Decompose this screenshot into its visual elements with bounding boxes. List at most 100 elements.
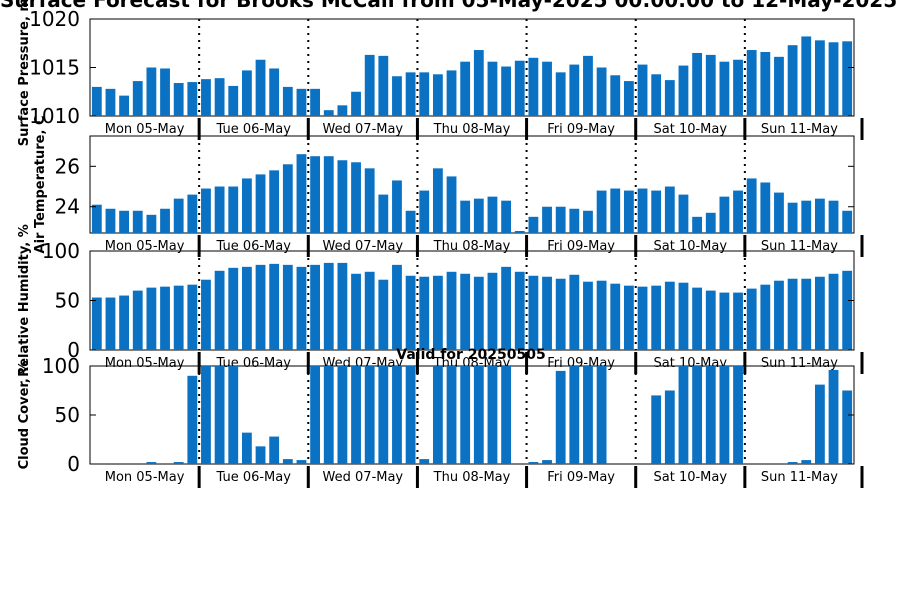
bar (583, 55, 593, 116)
bar (787, 278, 798, 350)
day-label: Wed 07-May (323, 239, 404, 254)
bar (378, 194, 389, 233)
bar (173, 285, 184, 350)
bar (460, 273, 471, 350)
panel-humidity: 0 50 100 Mon 05-May Tue 06-May Wed 07-May Thu … (17, 224, 864, 377)
bar (555, 370, 566, 464)
axis-label-y: Cloud Cover, % (17, 361, 32, 470)
ytick-label: 1020 (29, 7, 80, 31)
bar (228, 366, 239, 464)
bar (146, 462, 157, 464)
bar (623, 190, 634, 233)
bar (460, 61, 471, 116)
ytick-label: 100 (42, 354, 80, 378)
bar (187, 82, 198, 116)
bar (842, 270, 853, 350)
bar (596, 366, 607, 464)
bar (569, 274, 580, 350)
ytick-label: 0 (67, 452, 80, 476)
bar (719, 196, 730, 233)
bar (678, 194, 689, 233)
bar (419, 459, 430, 464)
bar (105, 297, 116, 350)
ytick-label: 0 (67, 338, 80, 362)
bar (323, 262, 334, 350)
day-label: Sun 11-May (761, 470, 838, 485)
day-label: Thu 08-May (433, 122, 511, 137)
bar (678, 282, 689, 350)
day-label: Mon 05-May (105, 239, 185, 254)
bar (132, 81, 143, 116)
ytick-label: 26 (55, 154, 80, 178)
day-label: Sun 11-May (761, 356, 838, 371)
bar (651, 395, 662, 464)
bar (432, 275, 443, 350)
bar (664, 80, 675, 116)
bar (405, 210, 416, 233)
bar (432, 366, 443, 464)
bar (705, 54, 716, 116)
bar (487, 272, 498, 350)
bar (282, 164, 293, 233)
bar (664, 281, 675, 350)
day-label: Tue 06-May (215, 239, 291, 254)
bar (501, 200, 512, 233)
bar (364, 366, 375, 464)
day-label: Tue 06-May (215, 470, 291, 485)
bar (296, 88, 307, 116)
bar (569, 366, 580, 464)
chart-title: Surface Forecast for Brooks McCall from … (0, 0, 900, 12)
bar (596, 190, 607, 233)
bar (473, 366, 484, 464)
bar (446, 70, 457, 116)
bar (378, 55, 389, 116)
bar (746, 50, 757, 116)
bar (787, 462, 798, 464)
bar (828, 273, 839, 350)
bar (733, 292, 743, 350)
bar (733, 366, 743, 464)
bar (760, 182, 771, 233)
bar (746, 178, 757, 233)
bar (623, 81, 634, 116)
bar (269, 170, 280, 233)
bar (269, 263, 280, 350)
day-label: Sat 10-May (654, 239, 728, 254)
bar (105, 88, 116, 116)
bar (255, 446, 266, 464)
bar (774, 56, 784, 116)
bar (201, 188, 211, 233)
bar (719, 292, 730, 350)
ytick-label: 100 (42, 239, 80, 263)
bar (201, 366, 211, 464)
bar (801, 460, 812, 464)
bar (378, 366, 389, 464)
day-label: Thu 08-May (433, 239, 511, 254)
bar (405, 366, 416, 464)
bar (296, 154, 307, 233)
day-label: Sun 11-May (761, 122, 838, 137)
bar (173, 83, 184, 116)
bar (842, 390, 853, 464)
chart-subtitle: Valid for 20250505 (396, 347, 545, 363)
bar (842, 41, 853, 117)
bar (446, 366, 457, 464)
axis-label-y: Air Temperature, C (33, 116, 48, 254)
day-label: Mon 05-May (105, 122, 185, 137)
bar (651, 285, 662, 350)
bar (378, 279, 389, 350)
bar (814, 40, 825, 117)
bar (610, 75, 621, 116)
bar (91, 204, 102, 233)
axes-frame (89, 135, 855, 234)
bar (542, 276, 552, 350)
bar (91, 297, 102, 350)
bar (460, 200, 471, 233)
bar (514, 230, 525, 233)
bar (828, 42, 839, 116)
bar (828, 369, 839, 464)
bar (364, 271, 375, 350)
bar (446, 271, 457, 350)
day-label: Sat 10-May (654, 356, 728, 371)
